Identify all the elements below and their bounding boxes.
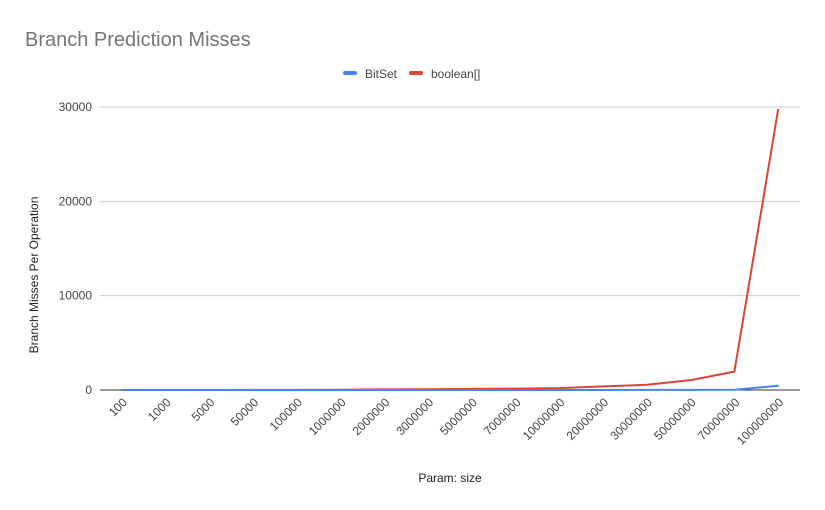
y-tick-label: 10000	[59, 289, 93, 303]
series-line-bitset	[120, 384, 780, 391]
x-tick-label: 10000000	[520, 395, 568, 443]
x-tick-label: 50000	[228, 395, 262, 429]
legend-swatch	[409, 71, 423, 75]
x-tick-label: 3000000	[393, 395, 436, 438]
x-tick-label: 5000000	[437, 395, 480, 438]
x-axis-title: Param: size	[418, 471, 482, 485]
legend-label: boolean[]	[431, 67, 480, 81]
gridlines	[100, 106, 800, 391]
x-tick-label: 1000	[145, 395, 174, 424]
x-tick-label: 1000000	[306, 395, 349, 438]
y-tick-label: 0	[85, 383, 92, 397]
y-axis-tick-labels: 0 10000 20000 30000	[59, 100, 93, 397]
chart-title: Branch Prediction Misses	[25, 29, 251, 51]
x-tick-label: 7000000	[481, 395, 524, 438]
y-tick-label: 30000	[59, 100, 93, 114]
x-tick-label: 50000000	[651, 395, 699, 443]
x-tick-label: 100000	[267, 395, 305, 433]
legend-label: BitSet	[365, 67, 398, 81]
x-tick-label: 5000	[189, 395, 218, 424]
series-line-boolean	[120, 108, 780, 391]
y-axis-title: Branch Misses Per Operation	[27, 197, 41, 354]
legend: BitSet boolean[]	[343, 67, 480, 81]
legend-swatch	[343, 71, 357, 75]
x-tick-label: 100	[106, 395, 130, 419]
x-tick-label: 30000000	[607, 395, 655, 443]
x-tick-label: 20000000	[564, 395, 612, 443]
x-tick-label: 2000000	[350, 395, 393, 438]
x-axis-tick-labels: 100 1000 5000 50000 100000 1000000 2000000 3000…	[106, 395, 787, 448]
series-lines	[120, 108, 780, 391]
y-tick-label: 20000	[59, 194, 93, 208]
x-tick-label: 100000000	[734, 395, 787, 448]
